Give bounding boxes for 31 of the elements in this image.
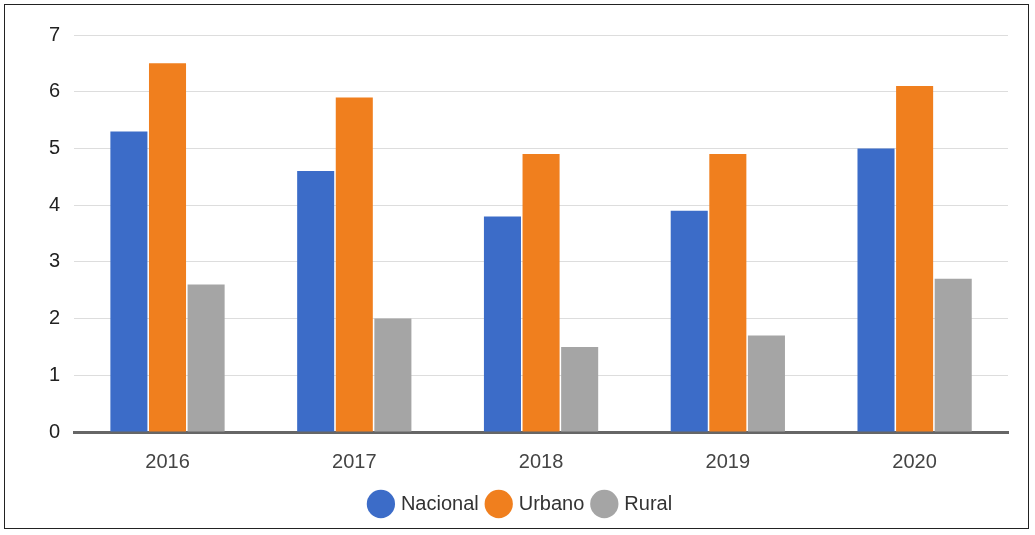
bar [148, 63, 187, 432]
bar [187, 284, 225, 432]
y-tick-label: 1 [49, 362, 61, 385]
legend-label: Nacional [400, 491, 479, 514]
bar [747, 335, 785, 432]
y-tick-label: 0 [49, 419, 61, 442]
bar [670, 210, 708, 432]
bar [857, 148, 895, 432]
x-tick-label: 2018 [518, 449, 564, 472]
y-tick-label: 5 [49, 135, 61, 158]
bar [335, 97, 373, 432]
bar [522, 154, 560, 432]
legend-label: Urbano [518, 491, 585, 514]
x-tick-label: 2016 [145, 449, 190, 472]
y-tick-label: 4 [49, 192, 61, 215]
y-tick-label: 3 [49, 249, 61, 272]
legend-label: Rural [624, 491, 673, 514]
bar [709, 154, 747, 432]
y-tick-label: 7 [49, 22, 61, 45]
bar [110, 131, 148, 432]
y-tick-label: 2 [49, 306, 61, 329]
bar [297, 171, 335, 432]
bar [483, 216, 521, 432]
bar [374, 318, 412, 432]
x-tick-label: 2017 [332, 449, 377, 472]
bar [934, 278, 972, 432]
bar [561, 346, 599, 432]
x-tick-label: 2019 [705, 449, 751, 472]
x-tick-label: 2020 [892, 449, 937, 472]
bar [896, 86, 934, 432]
y-tick-label: 6 [49, 79, 61, 102]
